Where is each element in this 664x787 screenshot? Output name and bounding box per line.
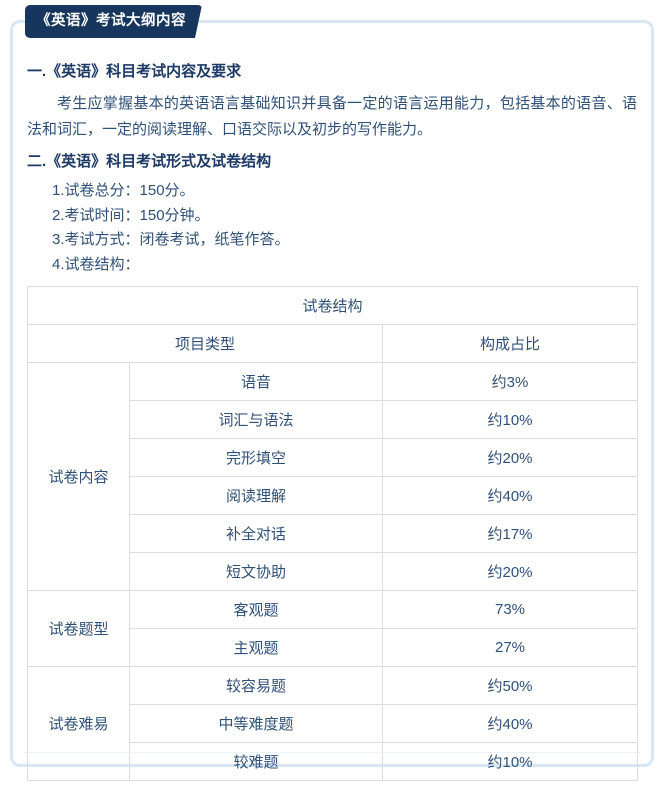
table-row: 阅读理解 约40% [28,476,639,515]
percent-cell: 约40% [381,704,639,743]
table-row: 完形填空 约20% [28,438,639,477]
item-cell: 客观题 [129,590,383,629]
percent-cell: 约17% [381,514,639,553]
percent-cell: 27% [381,628,639,667]
group-label-content: 试卷内容 [27,362,130,591]
item-cell: 主观题 [129,628,383,667]
table-row: 中等难度题 约40% [28,704,639,743]
list-item-duration: 2.考试时间：150分钟。 [52,206,210,224]
table-row: 补全对话 约17% [28,514,639,553]
table-row: 较难题 约10% [28,742,639,781]
item-cell: 较难题 [129,742,383,781]
item-cell: 补全对话 [129,514,383,553]
percent-cell: 约10% [381,400,639,439]
list-item-total-score: 1.试卷总分：150分。 [52,182,195,199]
table-header-row: 项目类型 构成占比 [27,324,639,363]
card-footer-divider [23,752,641,753]
column-header-item-type: 项目类型 [27,324,383,363]
column-header-proportion: 构成占比 [381,324,639,363]
item-cell: 较容易题 [129,666,383,705]
percent-cell: 约20% [381,438,639,477]
percent-cell: 约50% [381,666,639,705]
table-caption: 试卷结构 [26,286,639,325]
percent-cell: 73% [381,590,639,629]
exam-info-list: 1.试卷总分：150分。 2.考试时间：150分钟。 3.考试方式：闭卷考试，纸… [27,179,637,277]
intro-paragraph: 考生应掌握基本的英语语言基础知识并具备一定的语言运用能力，包括基本的语音、语法和… [27,95,637,138]
item-cell: 阅读理解 [129,476,383,515]
table-caption-row: 试卷结构 [26,286,639,325]
group-label-difficulty: 试卷难易 [27,666,130,781]
table-row: 试卷内容 语音 约3% [27,362,639,591]
section-heading-1: 一.《英语》科目考试内容及要求 [27,63,242,80]
section-heading-2: 二.《英语》科目考试形式及试卷结构 [27,153,272,170]
item-cell: 语音 [129,362,383,401]
list-item-structure: 4.试卷结构： [52,255,140,273]
table-row: 短文协助 约20% [28,552,639,591]
item-cell: 中等难度题 [129,704,383,743]
group-label-question-type: 试卷题型 [27,590,130,667]
table-row: 试卷难易 较容易题 约50% [27,666,639,781]
table-row: 词汇与语法 约10% [28,400,639,439]
item-cell: 短文协助 [129,552,383,591]
percent-cell: 约40% [381,476,639,515]
percent-cell: 约20% [381,552,639,591]
list-item-method: 3.考试方式：闭卷考试，纸笔作答。 [52,231,290,248]
title-badge: 《英语》考试大纲内容 [25,5,202,38]
percent-cell: 约3% [381,362,639,401]
table-row: 主观题 27% [28,628,639,667]
content-card: 一.《英语》科目考试内容及要求 考生应掌握基本的英语语言基础知识并具备一定的语言… [10,20,654,781]
table-row: 试卷题型 客观题 73% [27,590,639,667]
exam-structure-table: 试卷结构 项目类型 构成占比 试卷内容 语音 约3% 词汇与语法 约10% [26,286,639,781]
item-cell: 词汇与语法 [129,400,383,439]
item-cell: 完形填空 [129,438,383,477]
card-body: 一.《英语》科目考试内容及要求 考生应掌握基本的英语语言基础知识并具备一定的语言… [13,62,651,781]
percent-cell: 约10% [381,742,639,781]
